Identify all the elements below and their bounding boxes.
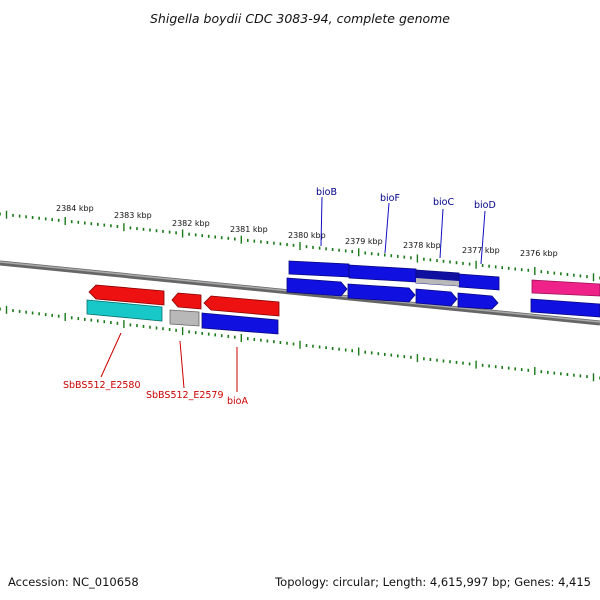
gene-label-bioB[interactable]: bioB	[316, 187, 337, 198]
gene-fwd-arrow[interactable]	[415, 288, 458, 307]
scale-label: 2381 kbp	[230, 225, 268, 234]
gene-bioD-arrow[interactable]	[458, 273, 500, 291]
leader-line-bioD	[480, 210, 486, 265]
scale-label: 2377 kbp	[462, 246, 500, 255]
gene-fwd-arrow[interactable]	[347, 283, 416, 303]
gene-label-bioD[interactable]: bioD	[474, 200, 496, 211]
reverse-strand-genes	[86, 284, 280, 335]
gene-fwd-arrow[interactable]	[286, 277, 348, 297]
leader-line-bioF	[384, 202, 390, 254]
lower-scale-track	[0, 305, 600, 382]
gene-labels: bioB bioF bioC bioD SbBS512_E2580 SbBS51…	[63, 187, 496, 407]
gene-label-E2579[interactable]: SbBS512_E2579	[146, 390, 224, 401]
leader-line-bioC	[439, 208, 444, 259]
gene-pink-arrow[interactable]	[531, 279, 600, 297]
leader-line-E2579	[179, 340, 185, 389]
scale-label: 2379 kbp	[345, 237, 383, 246]
scale-label: 2378 kbp	[403, 241, 441, 250]
scale-label: 2384 kbp	[56, 204, 94, 213]
gene-bioB-arrow[interactable]	[288, 260, 350, 278]
gene-label-bioC[interactable]: bioC	[433, 197, 454, 208]
gene-label-bioA[interactable]: bioA	[227, 396, 248, 407]
gene-SbBS512-E2580-bar[interactable]	[86, 299, 163, 322]
accession-text: Accession: NC_010658	[8, 575, 139, 589]
leader-line-E2580	[100, 332, 122, 378]
gene-blue-bar[interactable]	[530, 298, 600, 318]
gene-SbBS512-E2579-bar[interactable]	[169, 309, 200, 327]
gene-bioC-segment	[416, 278, 459, 286]
upper-scale-track	[0, 210, 600, 282]
leader-line-bioB	[320, 196, 323, 247]
gene-label-E2580[interactable]: SbBS512_E2580	[63, 380, 141, 391]
scale-label: 2383 kbp	[114, 211, 152, 220]
gene-fwd-arrow[interactable]	[457, 292, 499, 310]
scale-label: 2376 kbp	[520, 249, 558, 258]
leader-lines	[100, 196, 486, 392]
map-title: Shigella boydii CDC 3083-94, complete ge…	[150, 11, 450, 26]
gene-red-small-arrow[interactable]	[171, 292, 202, 310]
gene-red-arrow[interactable]	[203, 295, 280, 317]
topology-summary: Topology: circular; Length: 4,615,997 bp…	[274, 575, 591, 589]
scale-label: 2382 kbp	[172, 219, 210, 228]
gene-bioF-arrow[interactable]	[348, 264, 417, 283]
forward-strand-genes	[286, 260, 600, 318]
scale-labels: 2384 kbp 2383 kbp 2382 kbp 2381 kbp 2380…	[56, 204, 558, 258]
gene-bioA-bar[interactable]	[201, 312, 279, 335]
gene-SbBS512-E2580-arrow[interactable]	[88, 284, 165, 306]
scale-label: 2380 kbp	[288, 231, 326, 240]
gene-label-bioF[interactable]: bioF	[380, 193, 400, 204]
